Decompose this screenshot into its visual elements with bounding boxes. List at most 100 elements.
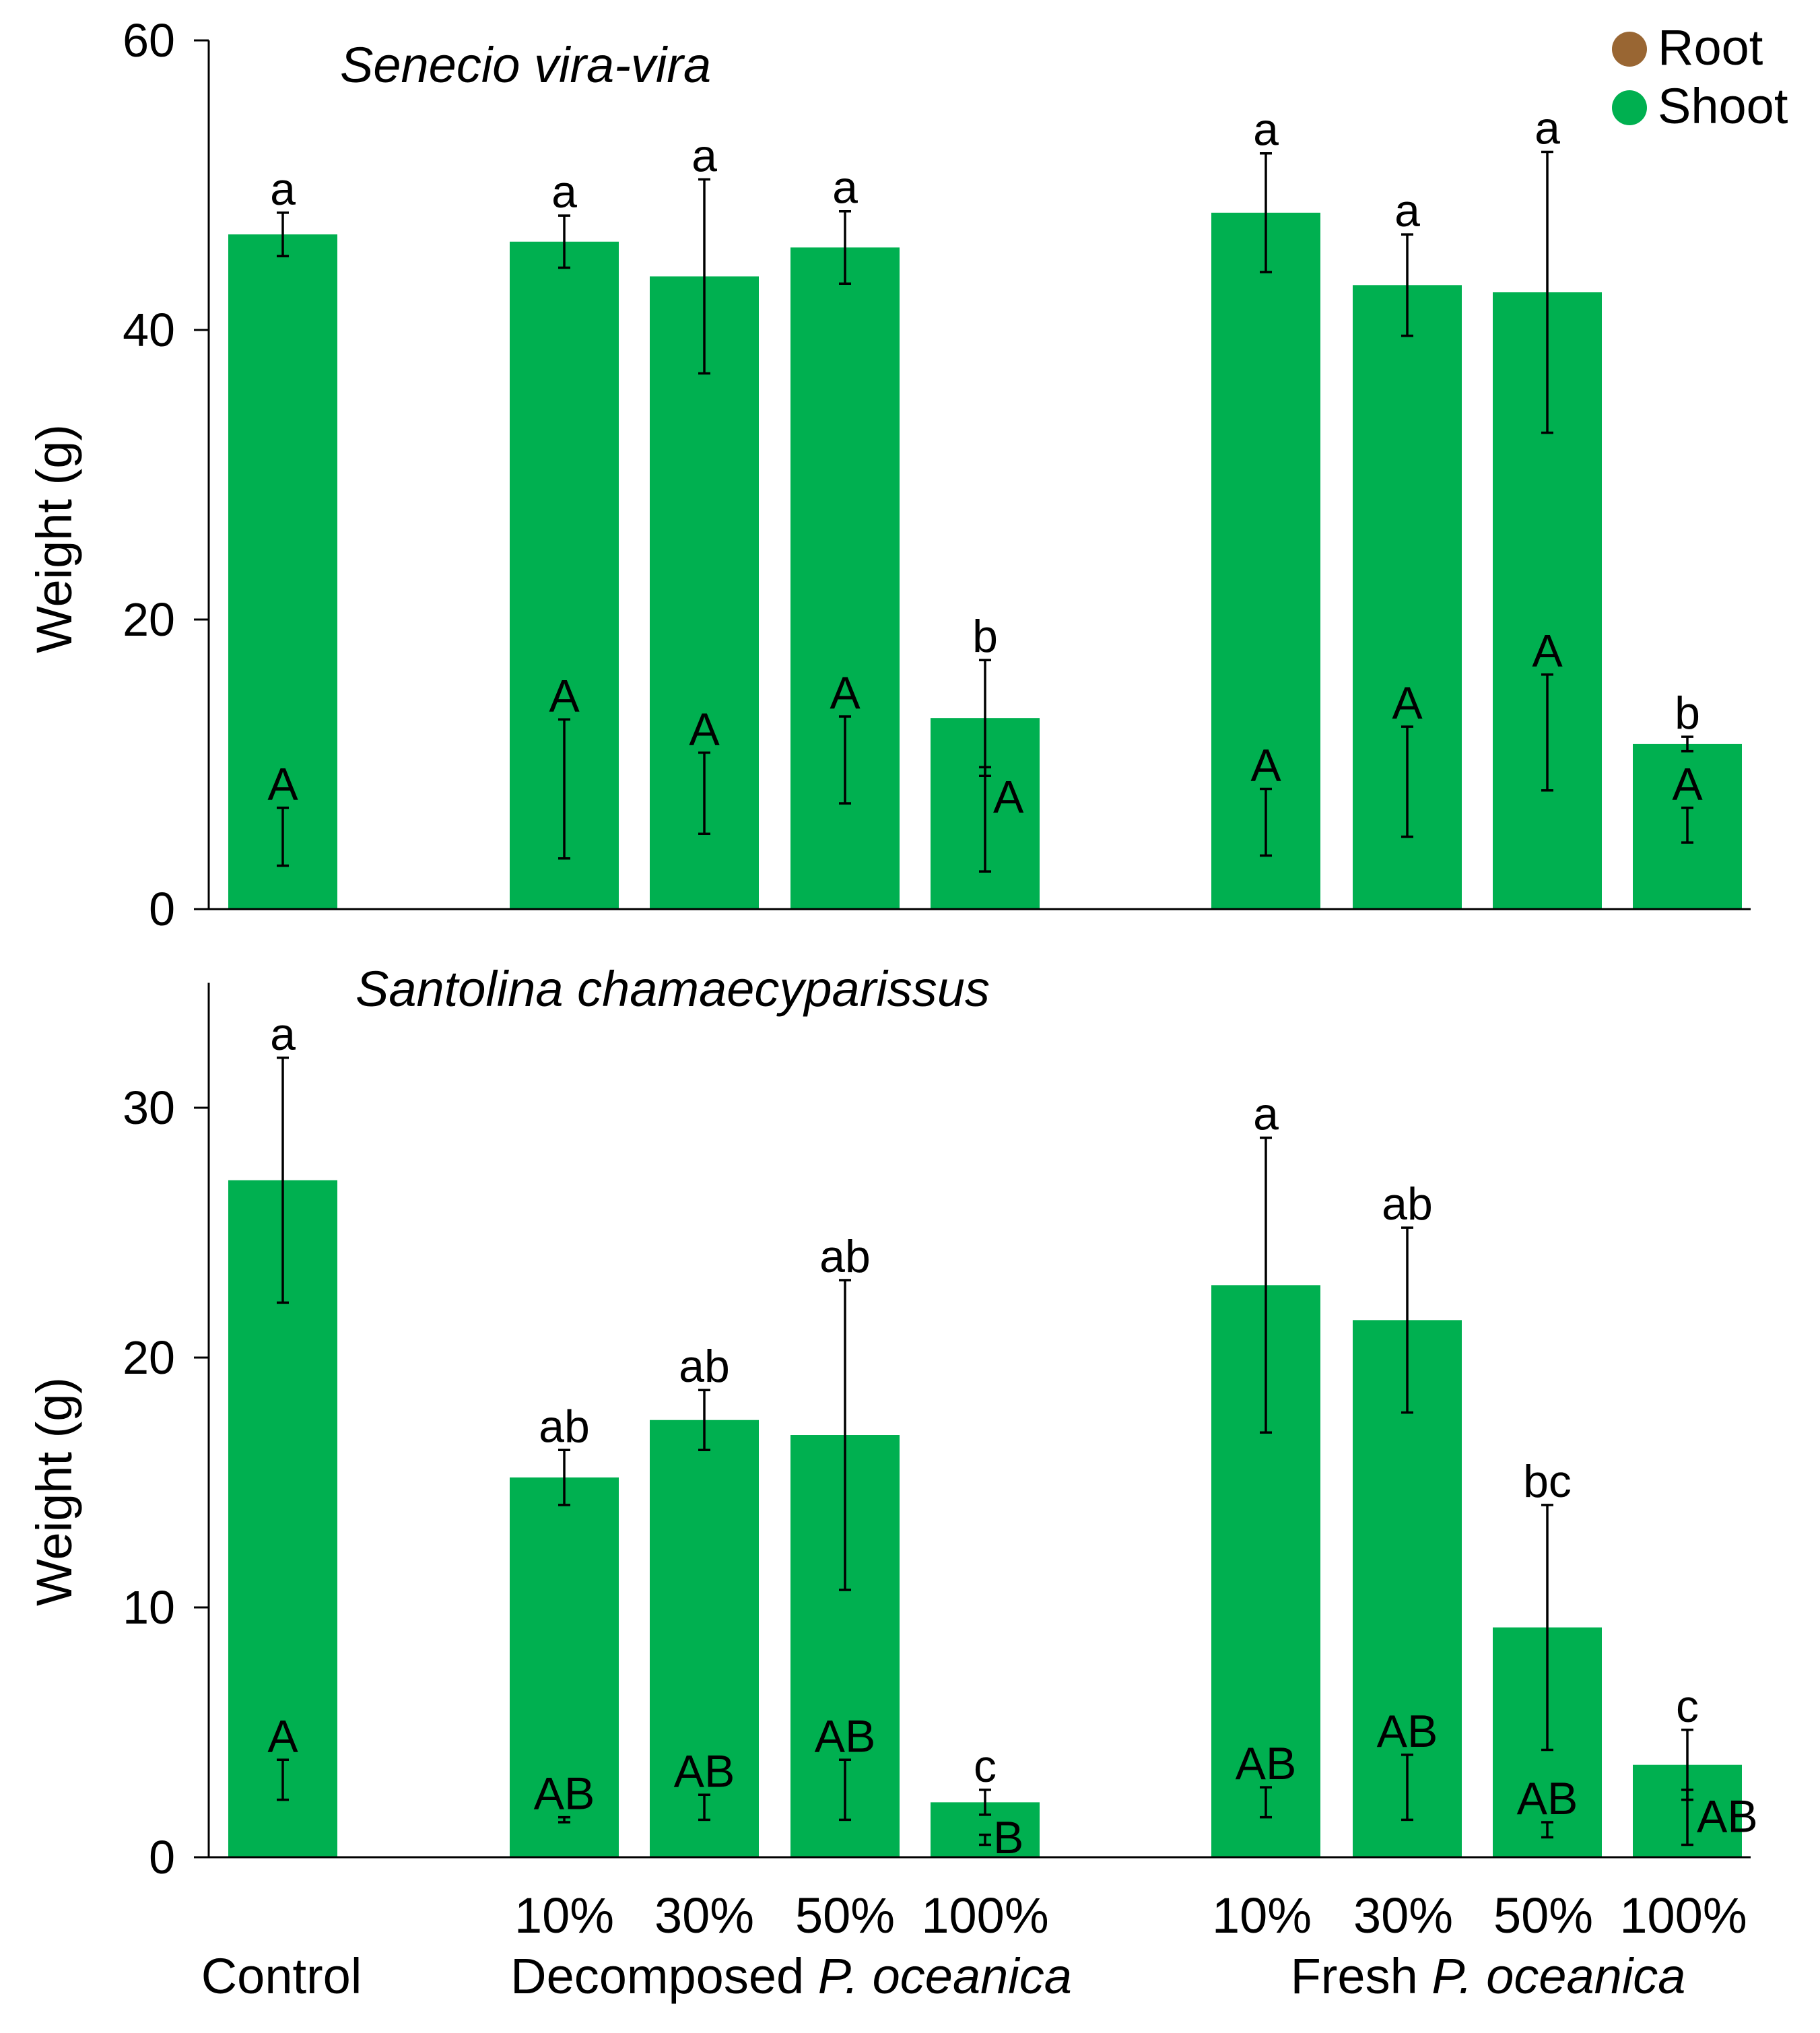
- y-tick-label: 40: [123, 304, 175, 356]
- root-letter: AB: [1236, 1738, 1297, 1789]
- root-letter: AB: [1377, 1706, 1438, 1757]
- shoot-error-bar: [1541, 1504, 1553, 1752]
- shoot-error-bar: [1260, 1136, 1272, 1434]
- shoot-error-bar: [277, 211, 289, 258]
- x-axis-groups: Control Decomposed P. oceanica Fresh P. …: [201, 1948, 1686, 2004]
- x-tick-label: 30%: [654, 1888, 754, 1943]
- root-letter: AB: [1517, 1773, 1578, 1824]
- shoot-error-bar: [698, 1389, 710, 1452]
- legend-shoot-marker: [1612, 90, 1647, 125]
- y-axis-label: Weight (g): [26, 424, 82, 653]
- legend: Root Shoot: [1612, 20, 1788, 134]
- shoot-error-bar: [1681, 735, 1693, 753]
- x-tick-label: 10%: [514, 1888, 614, 1943]
- group-label-fresh: Fresh P. oceanica: [1291, 1948, 1686, 2004]
- shoot-bar: [228, 234, 337, 910]
- shoot-error-bar: [1401, 1226, 1413, 1414]
- x-tick-label: 100%: [1619, 1888, 1747, 1943]
- root-letter: A: [267, 759, 298, 810]
- root-letter: A: [1672, 759, 1703, 810]
- root-letter: AB: [534, 1768, 595, 1820]
- chart-title: Santolina chamaecyparissus: [356, 961, 990, 1017]
- root-error-bar: [1401, 1754, 1413, 1822]
- shoot-letter: a: [270, 1009, 296, 1060]
- axes: 0 10 20 30: [123, 982, 1751, 1884]
- legend-root-label: Root: [1658, 20, 1763, 75]
- x-tick-label: 10%: [1212, 1888, 1312, 1943]
- root-error-bar: [1541, 673, 1553, 792]
- shoot-error-bar: [277, 1057, 289, 1304]
- y-tick-label: 10: [123, 1581, 175, 1634]
- shoot-letter: a: [832, 162, 858, 213]
- root-error-bar: [1681, 806, 1693, 844]
- shoot-letter: ab: [679, 1341, 730, 1392]
- root-error-bar: [839, 1758, 851, 1822]
- shoot-error-bar: [1401, 233, 1413, 337]
- root-error-bar: [1541, 1821, 1553, 1839]
- shoot-error-bar: [1260, 152, 1272, 273]
- error-bars: [277, 150, 1693, 873]
- legend-root-marker: [1612, 32, 1647, 67]
- shoot-letter: a: [692, 130, 717, 181]
- root-error-bar: [1681, 1789, 1693, 1846]
- x-tick-label: 50%: [795, 1888, 895, 1943]
- y-axis-label: Weight (g): [26, 1377, 82, 1606]
- group-label-decomposed: Decomposed P. oceanica: [510, 1948, 1072, 2004]
- root-letter: AB: [815, 1710, 876, 1762]
- root-error-bar: [558, 718, 570, 860]
- shoot-error-bar: [979, 1789, 991, 1816]
- y-tick-label: 20: [123, 1331, 175, 1384]
- x-tick-label: 30%: [1353, 1888, 1453, 1943]
- axes: 0 20 40 60: [123, 14, 1751, 935]
- x-tick-label: 100%: [921, 1888, 1048, 1943]
- root-error-bar: [698, 1793, 710, 1822]
- error-bars: [277, 1057, 1693, 1846]
- root-letter: AB: [1697, 1791, 1758, 1842]
- root-letter: A: [830, 667, 861, 719]
- root-error-bar: [979, 1833, 991, 1846]
- shoot-bar: [510, 1477, 619, 1857]
- shoot-bar: [650, 1420, 759, 1857]
- y-tick-label: 30: [123, 1081, 175, 1134]
- root-letter: A: [1250, 740, 1281, 791]
- root-letter: A: [1532, 626, 1563, 677]
- root-letter: B: [993, 1812, 1023, 1863]
- chart-title: Senecio vira-vira: [340, 37, 711, 93]
- x-axis-categories: 10% 30% 50% 100% 10% 30% 50% 100%: [514, 1888, 1747, 1943]
- root-error-bar: [839, 715, 851, 805]
- shoot-letter: c: [974, 1741, 997, 1792]
- shoot-letter: a: [1253, 104, 1279, 156]
- group-label-control: Control: [201, 1948, 362, 2004]
- root-error-bar: [277, 1758, 289, 1801]
- shoot-letter: a: [1535, 103, 1560, 154]
- shoot-error-bar: [698, 178, 710, 375]
- shoot-bars: [228, 1180, 1742, 1857]
- shoot-error-bar: [839, 1279, 851, 1591]
- root-letter: A: [689, 704, 720, 755]
- root-error-bar: [1260, 1786, 1272, 1819]
- root-error-bar: [1260, 787, 1272, 857]
- root-letter: A: [993, 772, 1024, 823]
- root-letter: A: [267, 1710, 298, 1762]
- y-tick-label: 60: [123, 14, 175, 67]
- root-letter: AB: [674, 1745, 735, 1797]
- shoot-error-bar: [558, 1448, 570, 1506]
- root-error-bar: [698, 752, 710, 835]
- shoot-error-bar: [839, 209, 851, 285]
- root-error-bar: [979, 766, 991, 873]
- shoot-letter: b: [1675, 688, 1700, 739]
- root-error-bar: [277, 806, 289, 867]
- root-error-bar: [558, 1815, 570, 1824]
- y-tick-label: 0: [149, 883, 175, 935]
- shoot-letter: a: [1394, 185, 1420, 236]
- shoot-letter: ab: [1382, 1178, 1433, 1230]
- y-tick-label: 20: [123, 593, 175, 646]
- legend-shoot-label: Shoot: [1658, 78, 1788, 134]
- shoot-error-bar: [1541, 150, 1553, 434]
- shoot-letter: c: [1676, 1681, 1699, 1732]
